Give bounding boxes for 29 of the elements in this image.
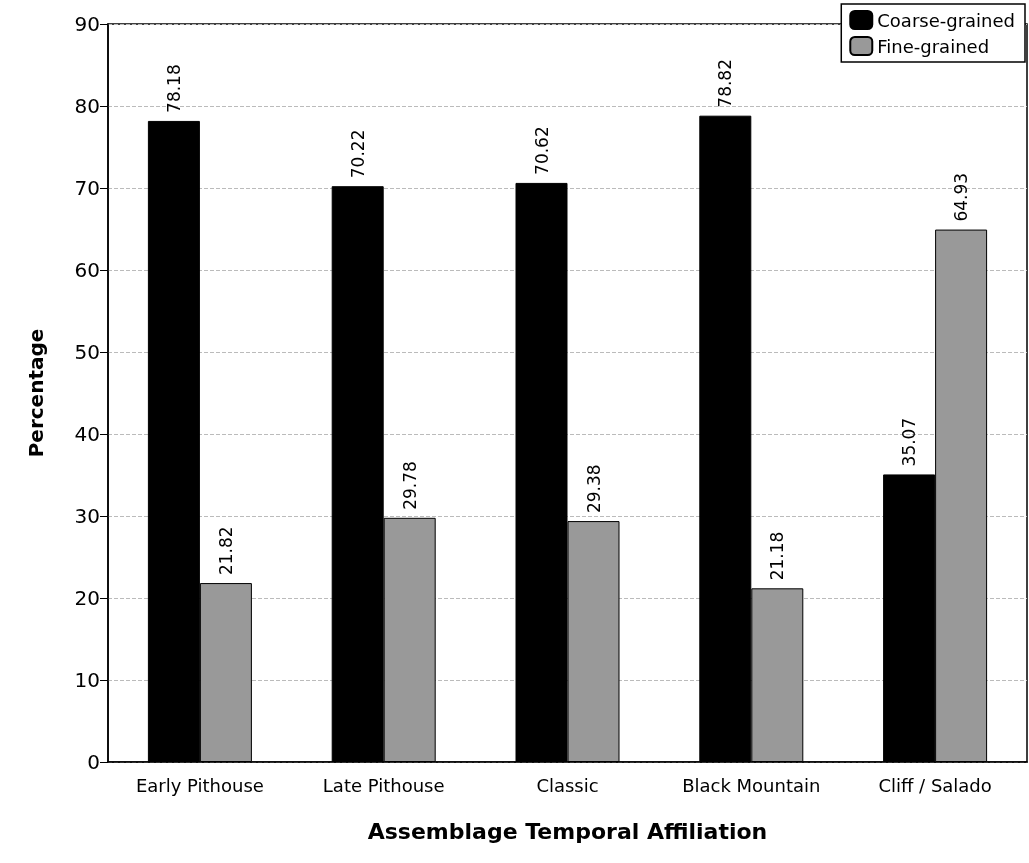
y-tick-label: 70 (74, 176, 100, 200)
data-label: 78.18 (163, 64, 184, 113)
data-label: 35.07 (899, 417, 920, 467)
x-axis-title: Assemblage Temporal Affiliation (367, 818, 768, 844)
y-tick-label: 0 (87, 750, 100, 774)
legend-label: Coarse-grained (877, 9, 1016, 31)
y-tick-label: 50 (74, 340, 100, 364)
data-label: 21.18 (767, 531, 788, 581)
x-tick-label: Black Mountain (682, 774, 821, 796)
legend-label: Fine-grained (877, 35, 990, 57)
y-tick-label: 60 (74, 258, 100, 282)
data-label: 70.22 (347, 129, 368, 179)
data-label: 64.93 (951, 172, 972, 222)
x-tick-label: Early Pithouse (135, 774, 264, 796)
y-tick-label: 10 (74, 668, 100, 692)
x-tick-label: Late Pithouse (322, 774, 445, 796)
y-tick-label: 40 (74, 422, 100, 446)
y-tick-label: 20 (74, 586, 100, 610)
data-label: 70.62 (531, 126, 552, 175)
x-tick-label: Classic (536, 774, 599, 796)
y-tick-label: 80 (74, 94, 100, 118)
y-axis-title: Percentage (24, 328, 48, 458)
data-label: 21.82 (215, 526, 236, 576)
x-tick-label: Cliff / Salado (878, 774, 992, 796)
data-label: 29.78 (399, 461, 420, 510)
y-tick-label: 90 (74, 12, 100, 36)
data-label: 29.38 (583, 464, 604, 514)
y-tick-label: 30 (74, 504, 100, 528)
data-label: 78.82 (715, 59, 736, 108)
